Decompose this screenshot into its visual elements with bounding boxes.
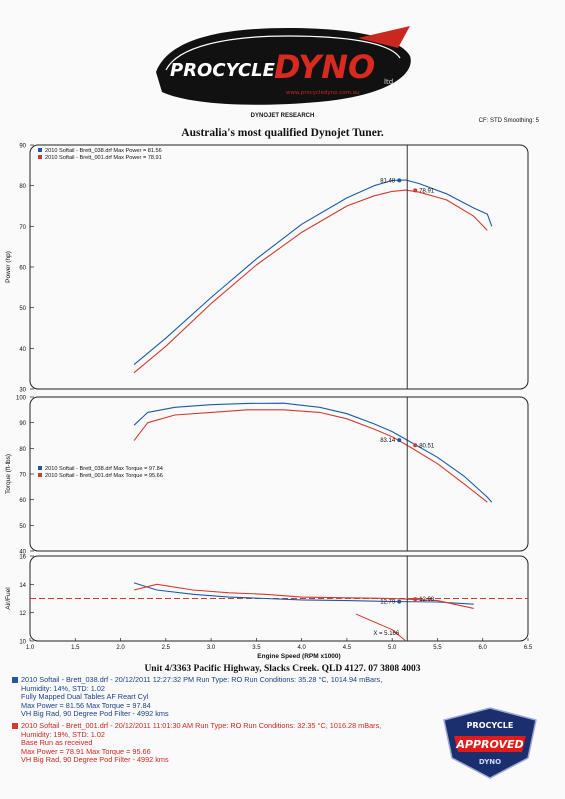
run1-details: 2010 Softail - Brett_038.drf - 20/12/201… — [12, 675, 552, 719]
afr-cursor-readout: X = 5.166 — [373, 631, 400, 637]
xtick-label-8: 5.0 — [388, 645, 397, 651]
xtick-label-3: 2.5 — [162, 645, 171, 651]
panel-0-ytick-label-0: 30 — [19, 388, 26, 394]
panel-2-ytick-label-0: 10 — [19, 640, 26, 646]
report-source: DYNOJET RESEARCH — [250, 113, 315, 119]
panel-2-series-1 — [133, 582, 474, 605]
xtick-label-9: 5.5 — [433, 645, 442, 651]
panel-2-cursor-marker-2 — [413, 597, 418, 602]
panel-1-ytick-label-1: 50 — [19, 524, 26, 530]
panel-1-cursor-label-1: 83.14 — [380, 438, 396, 444]
panel-0-ytick-label-3: 60 — [19, 266, 26, 272]
panel-1-ytick-label-5: 90 — [19, 421, 26, 427]
panel-2-ytick-label-1: 12 — [19, 611, 26, 617]
panel-1-ytick-label-0: 40 — [19, 550, 26, 556]
panel-0-ytick-label-4: 70 — [19, 225, 26, 231]
report-subtitle: Australia's most qualified Dynojet Tuner… — [181, 127, 384, 139]
panel-1-legend-entry-2: 2010 Softail - Brett_001.drf Max Torque … — [45, 473, 163, 479]
panel-0-series-1 — [133, 179, 493, 366]
panel-0-legend-swatch-2 — [38, 155, 42, 159]
dyno-charts: 30 40 50 60 70 80 90 Power (hp) 81.48 78.91 2010 S… — [5, 144, 533, 661]
approved-badge: PROCYCLE APPROVED DYNO — [443, 707, 537, 779]
panel-2-ytick-label-2: 14 — [19, 583, 26, 589]
run1-line-3: Fully Mapped Dual Tables AF Reart Cyl — [21, 692, 149, 702]
panel-0-ytick-label-5: 80 — [19, 184, 26, 190]
run2-line-3: Base Run as received — [21, 738, 93, 748]
run2-line-1: 2010 Softail - Brett_001.drf - 20/12/201… — [21, 721, 382, 730]
xtick-label-2: 2.0 — [116, 645, 125, 651]
panel-0-ytick-label-2: 50 — [19, 306, 26, 312]
panel-0-cursor-marker-1 — [397, 178, 402, 183]
run2-line-5: VH Big Rad, 90 Degree Pod Filter - 4992 … — [21, 755, 169, 765]
panel-1-ytick-label-4: 80 — [19, 447, 26, 453]
run2-swatch — [12, 723, 18, 729]
panel-0-cursor-marker-2 — [413, 188, 418, 193]
panel-1-cursor-marker-2 — [413, 443, 418, 448]
logo-tagline: www.procycledyno.com.au — [286, 90, 360, 96]
run2-line-4: Max Power = 78.91 Max Torque = 95.66 — [21, 746, 151, 756]
panel-2-cursor-label-2: 12.98 — [419, 597, 435, 603]
procycle-dyno-logo: PROCYCLE DYNO ltd. www.procycledyno.com.… — [156, 26, 411, 105]
panel-1-series-1 — [133, 402, 493, 503]
xtick-label-0: 1.0 — [26, 645, 35, 651]
run1-line-4: Max Power = 81.56 Max Torque = 97.84 — [21, 700, 151, 710]
run1-line-2: Humidity: 14%, STD: 1.02 — [21, 683, 105, 693]
report-settings: CF: STD Smoothing: 5 — [478, 118, 539, 124]
run1-line-5: VH Big Rad, 90 Degree Pod Filter - 4992 … — [21, 709, 169, 719]
panel-0-legend-entry-1: 2010 Softail - Brett_038.drf Max Power =… — [45, 148, 162, 154]
panel-2-ytick-label-3: 16 — [19, 555, 26, 561]
run2-details: 2010 Softail - Brett_001.drf - 20/12/201… — [12, 721, 552, 765]
panel-0-legend-swatch-1 — [38, 148, 42, 152]
badge-bottom-text: DYNO — [479, 758, 501, 766]
xtick-label-4: 3.0 — [207, 645, 216, 651]
panel-2-cursor-label-1: 12.79 — [380, 600, 396, 606]
logo-text-ltd: ltd. — [384, 78, 395, 86]
shop-address: Unit 4/3363 Pacific Highway, Slacks Cree… — [144, 664, 421, 674]
xtick-label-7: 4.5 — [343, 645, 352, 651]
panel-1-legend-entry-1: 2010 Softail - Brett_038.drf Max Torque … — [45, 466, 163, 472]
panel-1-ylabel: Torque (ft-lbs) — [5, 454, 12, 494]
panel-2-cursor-marker-1 — [397, 599, 402, 604]
panel-0-ylabel: Power (hp) — [5, 251, 12, 283]
run1-line-1: 2010 Softail - Brett_038.drf - 20/12/201… — [21, 675, 383, 684]
panel-0-legend-entry-2: 2010 Softail - Brett_001.drf Max Power =… — [45, 155, 162, 161]
xtick-label-11: 6.5 — [524, 645, 533, 651]
xtick-label-10: 6.0 — [479, 645, 488, 651]
xtick-label-5: 3.5 — [252, 645, 261, 651]
panel-1-legend-swatch-1 — [38, 466, 42, 470]
logo-text-procycle: PROCYCLE — [170, 60, 276, 81]
panel-1-ytick-label-2: 60 — [19, 498, 26, 504]
panel-0-cursor-label-1: 81.48 — [380, 178, 396, 184]
x-axis-label: Engine Speed (RPM x1000) — [257, 653, 340, 660]
panel-0-series-2 — [133, 189, 488, 374]
panel-1-cursor-label-2: 80.51 — [419, 443, 435, 449]
panel-1-series-2 — [133, 409, 488, 503]
panel-1-cursor-marker-1 — [397, 438, 402, 443]
panel-0-ytick-label-1: 40 — [19, 347, 26, 353]
badge-top-text: PROCYCLE — [467, 721, 514, 730]
xtick-label-6: 4.0 — [297, 645, 306, 651]
panel-0-ytick-label-6: 90 — [19, 144, 26, 150]
logo-text-dyno: DYNO — [274, 48, 375, 86]
panel-2-ylabel: Air/Fuel — [5, 587, 12, 610]
panel-1-ytick-label-6: 100 — [16, 396, 27, 402]
run1-swatch — [12, 677, 18, 683]
xtick-label-1: 1.5 — [71, 645, 80, 651]
panel-0-cursor-label-2: 78.91 — [419, 188, 435, 194]
panel-1-ytick-label-3: 70 — [19, 473, 26, 479]
panel-1-legend-swatch-2 — [38, 473, 42, 477]
panel-0-frame — [29, 144, 529, 390]
run2-line-2: Humidity: 19%, STD: 1.02 — [21, 729, 105, 739]
afr-extra-series — [355, 613, 407, 642]
badge-middle-text: APPROVED — [455, 738, 523, 751]
